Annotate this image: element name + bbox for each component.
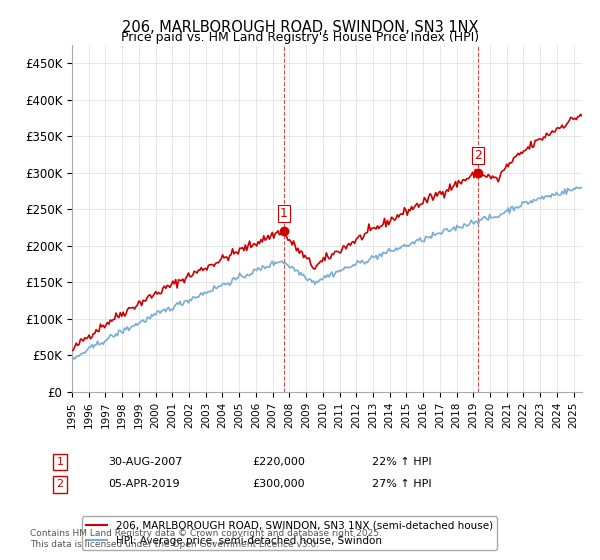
Text: Contains HM Land Registry data © Crown copyright and database right 2025.
This d: Contains HM Land Registry data © Crown c…	[30, 529, 382, 549]
Text: 22% ↑ HPI: 22% ↑ HPI	[372, 457, 431, 467]
Text: 2: 2	[474, 149, 482, 162]
Text: £220,000: £220,000	[252, 457, 305, 467]
Text: 1: 1	[280, 207, 288, 220]
Text: Price paid vs. HM Land Registry's House Price Index (HPI): Price paid vs. HM Land Registry's House …	[121, 31, 479, 44]
Text: 27% ↑ HPI: 27% ↑ HPI	[372, 479, 431, 489]
Text: 1: 1	[56, 457, 64, 467]
Text: 206, MARLBOROUGH ROAD, SWINDON, SN3 1NX: 206, MARLBOROUGH ROAD, SWINDON, SN3 1NX	[122, 20, 478, 35]
Text: 05-APR-2019: 05-APR-2019	[108, 479, 179, 489]
Text: 30-AUG-2007: 30-AUG-2007	[108, 457, 182, 467]
Legend: 206, MARLBOROUGH ROAD, SWINDON, SN3 1NX (semi-detached house), HPI: Average pric: 206, MARLBOROUGH ROAD, SWINDON, SN3 1NX …	[82, 516, 497, 550]
Text: £300,000: £300,000	[252, 479, 305, 489]
Text: 2: 2	[56, 479, 64, 489]
